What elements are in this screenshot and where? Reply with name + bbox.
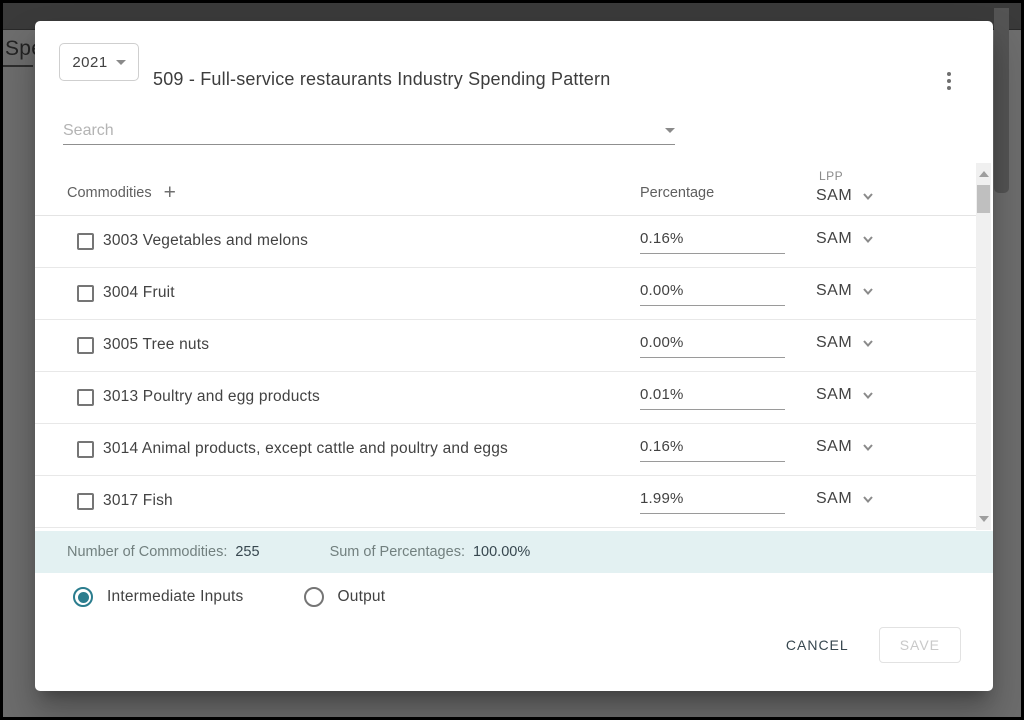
percentage-input[interactable]	[640, 436, 785, 462]
save-button[interactable]: SAVE	[878, 627, 961, 663]
row-lpp-select[interactable]: SAM	[816, 334, 874, 352]
search-input[interactable]	[63, 121, 665, 140]
search-combobox	[63, 117, 675, 145]
commodity-label: 3003 Vegetables and melons	[103, 232, 309, 249]
radio-label: Output	[337, 588, 386, 605]
commodity-count-value: 255	[235, 544, 260, 560]
commodity-row: 3014 Animal products, except cattle and …	[35, 424, 977, 476]
commodity-label: 3004 Fruit	[103, 284, 175, 301]
commodity-label: 3005 Tree nuts	[103, 336, 210, 353]
background-page-scrollbar[interactable]	[994, 8, 1009, 193]
cancel-button[interactable]: CANCEL	[780, 629, 855, 661]
commodity-checkbox[interactable]	[77, 441, 94, 458]
chevron-down-icon	[863, 288, 873, 296]
more-options-button[interactable]	[937, 67, 961, 95]
row-lpp-select[interactable]: SAM	[816, 282, 874, 300]
commodity-count-label: Number of Commodities:	[67, 544, 228, 560]
percentage-input[interactable]	[640, 332, 785, 358]
radio-output[interactable]: Output	[303, 587, 386, 607]
radio-intermediate-inputs[interactable]: Intermediate Inputs	[73, 587, 244, 607]
background-title-underline	[3, 65, 33, 67]
search-caret-down-icon[interactable]	[665, 128, 675, 133]
pattern-type-radio-group: Intermediate Inputs Output	[73, 587, 385, 607]
commodity-label: 3013 Poultry and egg products	[103, 388, 320, 405]
scroll-up-arrow-icon[interactable]	[979, 171, 989, 177]
year-select-value: 2021	[72, 53, 108, 71]
add-commodity-button[interactable]: +	[163, 181, 176, 204]
radio-label: Intermediate Inputs	[107, 588, 244, 605]
lpp-header-select[interactable]: SAM	[816, 187, 874, 205]
lpp-header-select-value: SAM	[816, 187, 853, 204]
row-lpp-select[interactable]: SAM	[816, 230, 874, 248]
commodity-row: 3004 Fruit SAM	[35, 268, 977, 320]
background-page-title: Spe	[5, 37, 44, 60]
radio-dot	[77, 591, 89, 603]
radio-circle	[303, 587, 324, 607]
scrollbar-thumb[interactable]	[977, 185, 990, 213]
commodity-row: 3013 Poultry and egg products SAM	[35, 372, 977, 424]
percentage-input[interactable]	[640, 280, 785, 306]
commodity-checkbox[interactable]	[77, 389, 94, 406]
row-lpp-value: SAM	[816, 282, 853, 299]
percentage-input[interactable]	[640, 488, 785, 514]
row-lpp-select[interactable]: SAM	[816, 490, 874, 508]
kebab-dot	[947, 72, 951, 76]
commodity-row: 3005 Tree nuts SAM	[35, 320, 977, 372]
row-lpp-value: SAM	[816, 438, 853, 455]
commodity-row: 3017 Fish SAM	[35, 476, 977, 528]
kebab-dot	[947, 86, 951, 90]
row-lpp-value: SAM	[816, 230, 853, 247]
chevron-down-icon	[863, 496, 873, 504]
commodity-row: 3003 Vegetables and melons SAM	[35, 216, 977, 268]
chevron-down-icon	[863, 193, 873, 201]
commodity-checkbox[interactable]	[77, 233, 94, 250]
commodity-checkbox[interactable]	[77, 337, 94, 354]
year-select[interactable]: 2021	[59, 43, 139, 81]
commodities-list: 3003 Vegetables and melons SAM 3004 Frui…	[35, 216, 977, 528]
caret-down-icon	[115, 59, 126, 65]
row-lpp-value: SAM	[816, 490, 853, 507]
commodity-label: 3017 Fish	[103, 492, 173, 509]
row-lpp-select[interactable]: SAM	[816, 438, 874, 456]
summary-bar: Number of Commodities: 255 Sum of Percen…	[35, 531, 993, 573]
chevron-down-icon	[863, 236, 873, 244]
commodity-label: 3014 Animal products, except cattle and …	[103, 440, 508, 457]
dialog-footer: CANCEL SAVE	[780, 627, 961, 663]
spending-pattern-dialog: 2021 509 - Full-service restaurants Indu…	[35, 21, 993, 691]
radio-circle	[73, 587, 93, 607]
lpp-column-header: LPP	[819, 169, 844, 183]
commodities-column-header: Commodities +	[67, 181, 176, 204]
commodities-header-label: Commodities	[67, 185, 152, 201]
commodity-checkbox[interactable]	[77, 285, 94, 302]
percentage-input[interactable]	[640, 384, 785, 410]
chevron-down-icon	[863, 392, 873, 400]
row-lpp-select[interactable]: SAM	[816, 386, 874, 404]
commodity-checkbox[interactable]	[77, 493, 94, 510]
chevron-down-icon	[863, 340, 873, 348]
row-lpp-value: SAM	[816, 334, 853, 351]
scroll-down-arrow-icon[interactable]	[979, 516, 989, 522]
row-lpp-value: SAM	[816, 386, 853, 403]
sum-percentages-label: Sum of Percentages:	[329, 544, 465, 560]
kebab-dot	[947, 79, 951, 83]
dialog-title: 509 - Full-service restaurants Industry …	[153, 69, 611, 89]
radio-dot	[308, 592, 319, 603]
percentage-column-header: Percentage	[640, 185, 715, 201]
sum-percentages-value: 100.00%	[472, 544, 531, 560]
chevron-down-icon	[863, 444, 873, 452]
table-header: Commodities + Percentage LPP SAM	[35, 163, 977, 216]
list-scrollbar[interactable]	[976, 163, 991, 530]
percentage-input[interactable]	[640, 228, 785, 254]
